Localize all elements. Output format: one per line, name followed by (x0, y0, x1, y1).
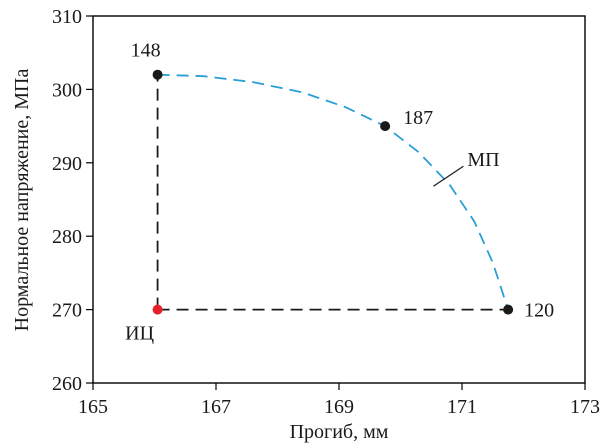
x-tick-label-1: 167 (201, 396, 231, 418)
pareto-curve-line (157, 73, 509, 310)
x-tick-label-3: 171 (447, 396, 477, 418)
point-1 (380, 121, 391, 132)
point-2 (503, 304, 514, 315)
y-tick-label-3: 290 (52, 153, 82, 175)
pareto-curve-leader (433, 165, 464, 187)
point-0 (152, 69, 163, 80)
plot-area (92, 15, 586, 384)
y-tick-label-4: 300 (52, 79, 82, 101)
points-layer: 148 187 120 ИЦ (125, 40, 554, 345)
point-label-1: 187 (403, 107, 433, 129)
y-axis-title: Нормальное напряжение, МПа (11, 69, 33, 332)
x-tick-label-4: 173 (570, 396, 600, 418)
ticks: 165 167 169 171 173 260 270 280 290 300 310 (52, 6, 600, 418)
x-tick-label-2: 169 (324, 396, 354, 418)
point-3 (152, 304, 163, 315)
reference-lines (156, 74, 509, 311)
point-label-3: ИЦ (125, 323, 154, 345)
point-label-0: 148 (131, 40, 161, 62)
y-tick-label-5: 310 (52, 6, 82, 28)
y-tick-label-2: 280 (52, 226, 82, 248)
x-axis-title: Прогиб, мм (290, 421, 389, 443)
x-tick-label-0: 165 (78, 396, 108, 418)
plot-frame (92, 15, 586, 384)
y-tick-label-1: 270 (52, 300, 82, 322)
pareto-curve-layer: МП (157, 73, 509, 310)
y-tick-label-0: 260 (52, 373, 82, 395)
pareto-curve-label: МП (467, 149, 499, 171)
point-label-2: 120 (524, 300, 554, 322)
